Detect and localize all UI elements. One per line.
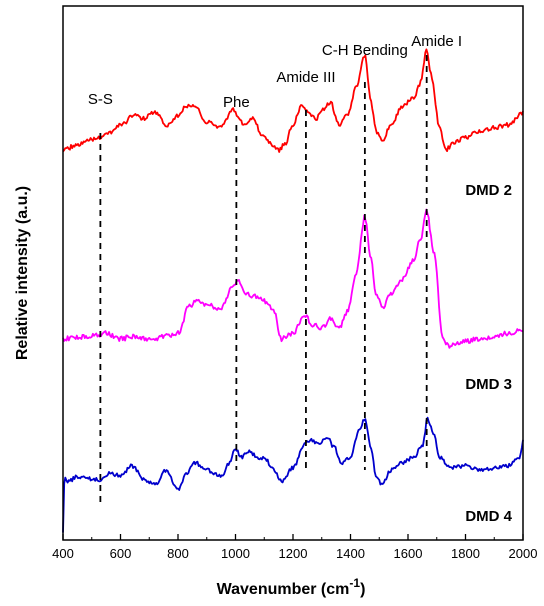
peak-label-amide-iii: Amide III xyxy=(276,69,335,86)
x-tick-label: 1200 xyxy=(279,546,308,561)
x-tick-label: 1000 xyxy=(221,546,250,561)
x-tick-label: 800 xyxy=(167,546,189,561)
x-axis-label-sup: -1 xyxy=(349,576,360,590)
x-tick-label: 400 xyxy=(52,546,74,561)
x-axis-label: Wavenumber (cm-1) xyxy=(217,576,366,598)
series-line-dmd-2 xyxy=(62,48,524,153)
x-axis-label-main: Wavenumber (cm xyxy=(217,581,350,598)
x-tick-label: 1600 xyxy=(394,546,423,561)
marker-layer xyxy=(99,55,428,505)
series-label-dmd-2: DMD 2 xyxy=(465,182,512,199)
series-label-dmd-3: DMD 3 xyxy=(465,376,512,393)
x-tick-label: 1800 xyxy=(451,546,480,561)
label-layer: DMD 2 DMD 3 DMD 4 S-S Phe Amide III C-H Bendin… xyxy=(88,33,513,525)
x-axis-ticks: 400 600 800 1000 1200 1400 1600 1800 2000 xyxy=(52,534,537,561)
peak-label-s-s: S-S xyxy=(88,91,113,108)
series-label-dmd-4: DMD 4 xyxy=(465,508,512,525)
series-layer xyxy=(62,48,524,533)
series-line-dmd-4 xyxy=(62,416,524,533)
series-line-dmd-3 xyxy=(62,208,524,349)
peak-label-amide-i: Amide I xyxy=(411,33,462,50)
x-tick-label: 1400 xyxy=(336,546,365,561)
x-axis-label-suffix: ) xyxy=(360,581,365,598)
peak-label-phe: Phe xyxy=(223,94,250,111)
x-tick-label: 2000 xyxy=(509,546,538,561)
y-axis-label: Relative intensity (a.u.) xyxy=(14,186,31,360)
plot-frame xyxy=(62,5,524,541)
x-tick-label: 600 xyxy=(110,546,132,561)
peak-label-c-h-bending: C-H Bending xyxy=(322,42,408,59)
